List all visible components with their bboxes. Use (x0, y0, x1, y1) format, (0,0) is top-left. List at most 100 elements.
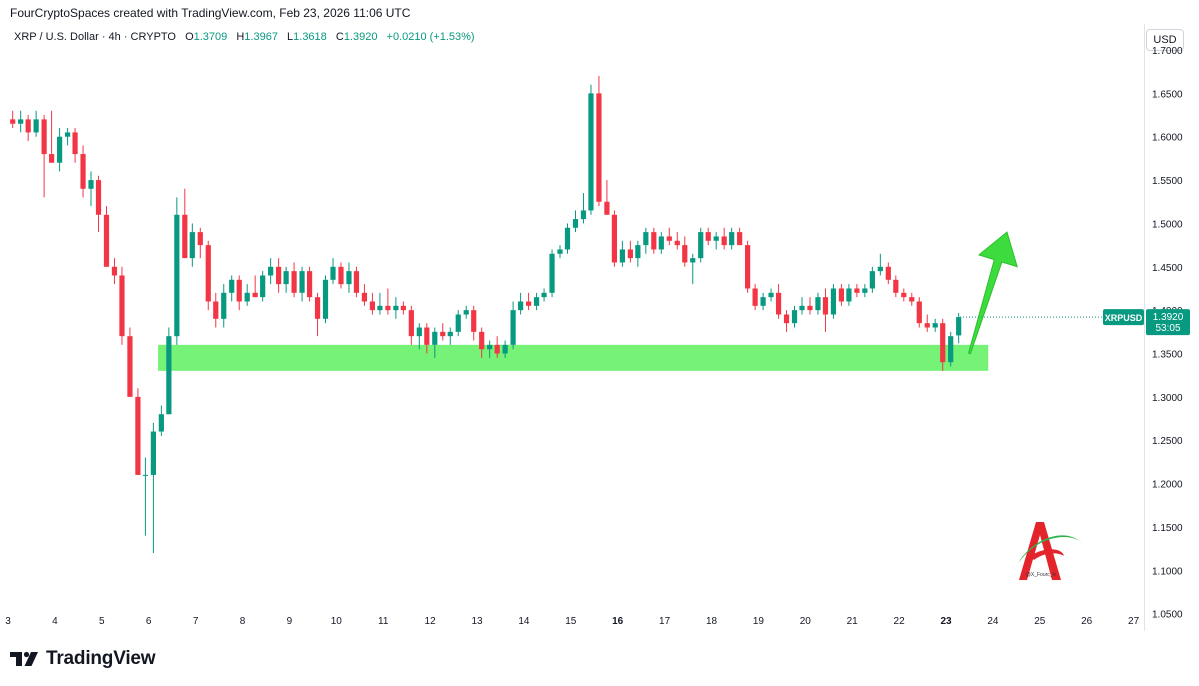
candle (830, 284, 837, 319)
candle (799, 297, 805, 315)
candle (18, 110, 24, 133)
candle-body (830, 288, 837, 315)
candle-body (447, 331, 453, 337)
x-tick-label: 5 (99, 616, 105, 627)
candle-body (25, 119, 31, 133)
candle (549, 249, 555, 298)
candle (635, 240, 641, 267)
candle (385, 288, 391, 315)
candle (745, 240, 751, 293)
candle-body (197, 232, 203, 246)
candle-body (41, 119, 47, 155)
candle (95, 175, 102, 233)
candle-body (463, 310, 469, 315)
candle (682, 236, 688, 267)
candle-body (658, 236, 664, 250)
candle (572, 210, 579, 233)
candle (213, 292, 219, 328)
candle-body (877, 266, 883, 272)
candle (33, 110, 39, 137)
y-tick-label: 1.1500 (1152, 523, 1183, 534)
x-tick-label: 22 (894, 616, 906, 627)
candle-body (393, 305, 399, 311)
candle-body (745, 245, 751, 289)
candle (705, 227, 711, 246)
candle-body (643, 232, 649, 246)
candle (791, 305, 798, 328)
y-tick-label: 1.5000 (1152, 219, 1183, 230)
candle (119, 266, 125, 345)
candle (10, 110, 16, 129)
candle-body (353, 271, 360, 293)
candle (252, 275, 258, 298)
candle (862, 284, 868, 298)
x-tick-label: 24 (987, 616, 999, 627)
x-tick-label: 13 (471, 616, 483, 627)
candle-body (182, 214, 188, 259)
candle (588, 84, 594, 215)
x-tick-label: 21 (847, 616, 859, 627)
candle-body (533, 297, 540, 306)
x-tick-label: 17 (659, 616, 671, 627)
candle-body (791, 310, 798, 324)
x-tick-label: 8 (240, 616, 246, 627)
candle-body (103, 214, 110, 267)
x-tick-label: 6 (146, 616, 152, 627)
watermark-logo: @X_Fourc_lv (1018, 522, 1082, 580)
candle-body (111, 266, 118, 276)
candle-body (260, 275, 266, 298)
candle (322, 275, 329, 324)
candle (424, 323, 430, 354)
candle-body (502, 344, 508, 354)
candle (775, 284, 782, 319)
footer-logo[interactable]: TradingView (10, 648, 156, 670)
candle (541, 288, 547, 302)
x-tick-label: 16 (612, 616, 624, 627)
candle-body (838, 288, 845, 302)
x-tick-label: 9 (287, 616, 293, 627)
legend-low: 1.3618 (293, 31, 327, 43)
candle (72, 128, 78, 163)
candle-body (557, 249, 563, 254)
candle (510, 301, 516, 350)
candle (111, 258, 118, 285)
candle-body (666, 236, 672, 241)
candle-body (690, 258, 696, 263)
price-tag-value: 1.3920 (1153, 312, 1184, 323)
candle (393, 297, 399, 319)
candle-body (862, 288, 868, 293)
candle (658, 232, 664, 254)
candle (924, 314, 930, 332)
y-tick-label: 1.1000 (1152, 566, 1183, 577)
candle (619, 240, 625, 267)
candle (885, 262, 891, 285)
candle (174, 197, 180, 345)
candle-body (948, 336, 954, 363)
candle-body (408, 310, 414, 337)
candle-body (721, 236, 727, 246)
candle-body (33, 119, 39, 133)
candle-body (150, 431, 156, 475)
candle-body (88, 180, 94, 189)
currency-button[interactable]: USD (1146, 29, 1184, 51)
candle (408, 305, 414, 345)
candle (416, 323, 422, 350)
y-tick-label: 1.4500 (1152, 263, 1183, 274)
price-tag-countdown: 53:05 (1155, 323, 1180, 334)
candle (893, 275, 899, 298)
x-tick-label: 7 (193, 616, 199, 627)
watermark-text: @X_Fourc_lv (1026, 572, 1057, 578)
y-tick-label: 1.0500 (1152, 610, 1183, 621)
candle (463, 305, 469, 319)
candle-body (869, 271, 875, 289)
candle-body (432, 331, 438, 345)
candle-body (541, 292, 547, 298)
candle (651, 227, 657, 254)
candle-body (291, 271, 297, 293)
candle (643, 227, 649, 254)
symbol-tag (1103, 309, 1144, 326)
y-tick-label: 1.2000 (1152, 480, 1183, 491)
chart-pane[interactable] (8, 24, 1145, 631)
symbol-tag-label: XRPUSD (1105, 313, 1143, 323)
